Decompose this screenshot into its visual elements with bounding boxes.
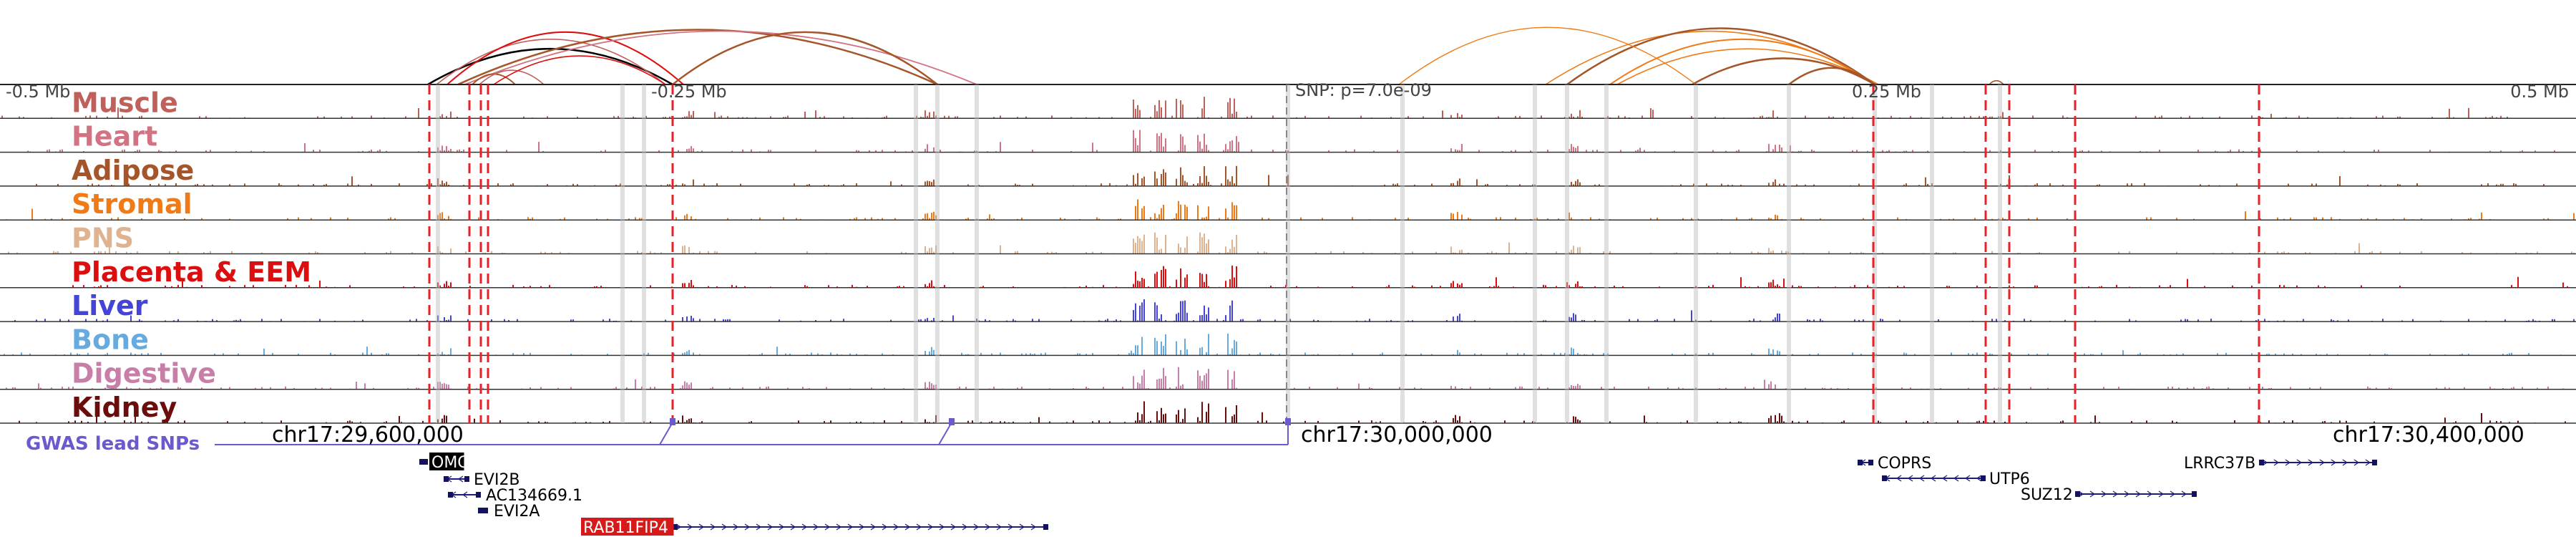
gray-highlight [1604,84,1609,423]
coord-label-2: chr17:30,000,000 [1301,422,1493,448]
signal-2 [1,165,2575,186]
gray-highlight [436,84,440,423]
gray-highlight [1286,84,1290,423]
track-label: Muscle [72,87,178,118]
gray-highlight [935,84,940,423]
gene-label: EVI2A [494,503,540,521]
coordinate-labels: chr17:29,600,000 chr17:30,000,000 chr17:… [272,422,2524,448]
gray-highlight [1873,84,1877,423]
gray-highlight [1400,84,1405,423]
gray-highlight [642,84,646,423]
coord-label-3: chr17:30,400,000 [2333,422,2524,448]
track-label: Placenta & EEM [72,256,311,288]
loop-arc [1616,48,1879,85]
coord-label-1: chr17:29,600,000 [272,422,464,448]
gene-label: UTP6 [1989,470,2030,488]
loop-arc [1989,79,2004,85]
gwas-track: GWAS lead SNPs [26,418,1291,455]
gwas-snp-marker [949,418,955,425]
gwas-snp-marker [670,418,675,425]
loop-arc [493,55,666,85]
gwas-connector [938,422,952,445]
loop-arc [1545,30,1875,85]
gene-label: AC134669.1 [486,487,582,505]
track-placenta-eem [0,265,2576,289]
loop-arc [447,32,684,85]
gene-label: EVI2B [474,471,520,489]
loop-arc [436,39,666,85]
scale-label-025: 0.25 Mb [1852,82,1921,102]
gene-evi2a: EVI2A [478,503,540,521]
gray-highlight [1533,84,1537,423]
loop-arc [1398,26,1697,85]
scale-label-05: 0.5 Mb [2510,82,2569,102]
gwas-label: GWAS lead SNPs [26,433,200,455]
snp-label: SNP: p=7.0e-09 [1295,80,1432,100]
track-label: Liver [72,290,148,321]
chromatin-loop-arcs [427,26,2004,86]
scale-label-minus-025: -0.25 Mb [651,82,727,102]
gene-label: SUZ12 [2021,486,2073,504]
loop-arc [672,31,938,85]
gene-coprs: COPRS [1858,455,1931,473]
gene-lrrc37b: LRRC37B [2184,455,2377,473]
gene-label: LRRC37B [2184,455,2255,473]
highlight-lines [428,84,2260,423]
track-label: Stromal [72,188,192,220]
gene-omg: OMG [419,453,469,472]
gene-label: RAB11FIP4 [583,519,668,537]
gene-rab11fip4: RAB11FIP4 [581,518,1048,537]
track-label: Adipose [72,155,194,186]
track-label: Heart [72,121,157,153]
gray-highlight [1694,84,1698,423]
scale-label-minus-05: -0.5 Mb [6,82,70,102]
loop-arc [1609,38,1875,85]
track-label: Kidney [72,392,177,423]
track-pns [0,232,2576,255]
loop-arc [457,29,938,86]
loop-arc [427,47,673,86]
gene-ac134669-1: AC134669.1 [448,487,582,505]
gray-highlight [1998,84,2002,423]
loop-arc [1788,67,1875,85]
loop-arc [464,30,977,85]
gray-highlight [1787,84,1791,423]
gwas-connector [659,422,673,445]
gray-highlight [975,84,979,423]
gray-highlight [620,84,625,423]
gene-evi2b: EVI2B [444,471,520,489]
loop-arc [479,69,545,85]
track-label: Digestive [72,358,216,390]
gray-highlight [1565,84,1569,423]
gray-highlight [914,84,918,423]
gray-highlight [1930,84,1934,423]
loop-arc [1692,57,1875,86]
scale-axis: -0.5 Mb -0.25 Mb SNP: p=7.0e-09 0.25 Mb … [6,80,2569,102]
track-label: PNS [72,223,134,254]
loop-arc [1566,27,1875,86]
gene-label: COPRS [1878,455,1931,473]
gwas-snp-marker [1285,418,1291,425]
gene-label: OMG [431,454,469,472]
gene-suz12: SUZ12 [2021,486,2197,504]
gene-utp6: UTP6 [1882,470,2030,488]
track-label: Bone [72,324,149,355]
